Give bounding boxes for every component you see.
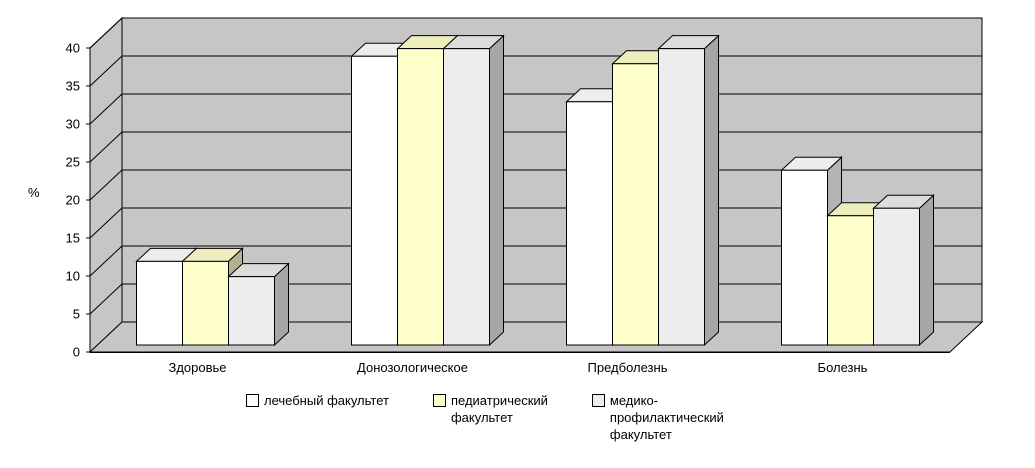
- y-tick-label: 15: [66, 231, 80, 246]
- bar: [781, 169, 828, 346]
- legend-label: педиатрический факультет: [450, 393, 548, 425]
- category-label: Болезнь: [818, 360, 868, 375]
- gridline-side: [89, 207, 123, 239]
- legend-item: лечебный факультет: [246, 392, 389, 409]
- bar-side-face: [704, 34, 719, 347]
- y-tick-label: 5: [73, 307, 80, 322]
- y-tick-label: 40: [66, 41, 80, 56]
- legend-item: педиатрический факультет: [432, 392, 548, 426]
- bar: [351, 55, 398, 346]
- gridline-side: [89, 93, 123, 125]
- bar-side-face: [919, 194, 934, 347]
- category-label: Донозологическое: [357, 360, 468, 375]
- gridline-side: [89, 131, 123, 163]
- bar: [136, 260, 183, 346]
- bar: [443, 48, 490, 346]
- bar: [182, 260, 229, 346]
- bar: [658, 48, 705, 346]
- y-axis-title: %: [28, 185, 40, 200]
- gridline-side: [89, 17, 123, 49]
- legend-item: медико-профилактический факультет: [591, 392, 724, 443]
- bar: [228, 276, 275, 346]
- bar: [827, 215, 874, 346]
- legend: лечебный факультет педиатрический факульте…: [246, 392, 724, 443]
- gridline-side: [89, 245, 123, 277]
- legend-swatch: [432, 394, 446, 407]
- gridline-side: [89, 169, 123, 201]
- bar: [612, 63, 659, 346]
- bar: [397, 48, 444, 346]
- bar-side-face: [274, 262, 289, 347]
- bar-side-face: [489, 34, 504, 347]
- y-tick-label: 0: [73, 345, 80, 360]
- y-tick-label: 10: [66, 269, 80, 284]
- bar: [566, 101, 613, 346]
- category-label: Предболезнь: [588, 360, 668, 375]
- legend-swatch: [246, 394, 259, 407]
- y-tick-label: 30: [66, 117, 80, 132]
- y-tick-label: 25: [66, 155, 80, 170]
- legend-swatch: [591, 394, 605, 407]
- y-tick-label: 35: [66, 79, 80, 94]
- legend-label: медико-профилактический факультет: [609, 393, 724, 442]
- category-label: Здоровье: [168, 360, 226, 375]
- y-tick-label: 20: [66, 193, 80, 208]
- bar: [873, 207, 920, 346]
- legend-label: лечебный факультет: [264, 393, 389, 408]
- gridline-side: [89, 55, 123, 87]
- gridline-side: [89, 283, 123, 315]
